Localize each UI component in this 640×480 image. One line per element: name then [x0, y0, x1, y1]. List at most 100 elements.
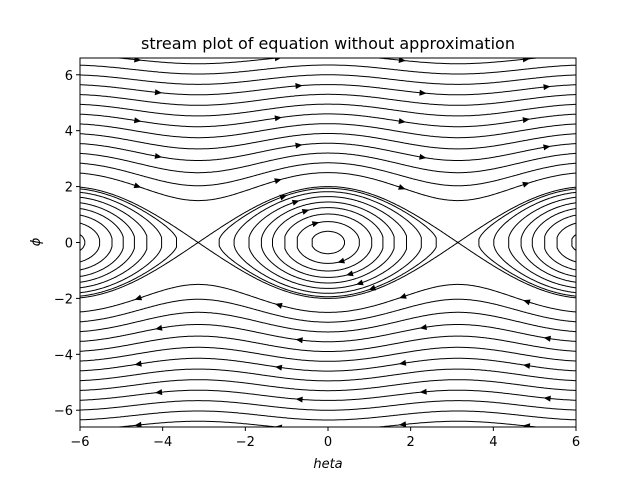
y-tick-label: 4 — [65, 125, 73, 140]
x-tick-label: 0 — [324, 435, 332, 450]
x-tick-label: −4 — [153, 435, 172, 450]
stream-arrow — [543, 395, 551, 402]
stream-arrow — [274, 178, 282, 184]
streamline — [80, 283, 576, 313]
streamline — [80, 233, 86, 252]
streamline — [80, 188, 177, 297]
stream-arrow — [398, 421, 407, 427]
stream-arrow — [522, 363, 531, 369]
streamline — [80, 222, 101, 263]
streamline — [80, 389, 576, 401]
streamline — [571, 233, 576, 252]
streamline — [80, 410, 576, 421]
streamline — [478, 188, 576, 297]
streamline — [80, 202, 135, 283]
stream-arrow — [274, 424, 283, 427]
stream-arrow — [346, 270, 354, 277]
stream-arrow — [134, 294, 143, 301]
stream-arrow — [155, 324, 163, 331]
stream-arrow — [274, 58, 282, 62]
streamline — [80, 191, 163, 294]
y-tick-label: 6 — [65, 69, 73, 84]
streamline — [296, 221, 360, 264]
stream-arrow — [522, 423, 531, 427]
streamline — [80, 357, 576, 372]
y-tick-label: 2 — [65, 181, 73, 196]
stream-arrow — [522, 117, 530, 124]
streamline — [113, 58, 542, 65]
stream-arrow — [154, 89, 162, 96]
streamline — [556, 222, 576, 263]
x-axis-ticks: −6 −4 −2 0 2 4 6 — [70, 427, 580, 450]
streamline — [80, 84, 576, 96]
stream-arrow — [155, 389, 163, 396]
stream-arrow — [356, 279, 364, 286]
y-axis-label: ϕ — [29, 237, 44, 246]
stream-arrow — [419, 153, 427, 160]
y-axis-ticks: −6 −4 −2 0 2 4 6 — [54, 69, 80, 419]
stream-arrow — [291, 199, 300, 206]
streamline — [80, 64, 576, 75]
stream-arrow — [337, 257, 345, 264]
stream-arrow — [543, 144, 551, 151]
streamline — [233, 191, 422, 294]
streamline — [80, 74, 576, 85]
stream-arrow — [134, 58, 142, 63]
stream-arrow — [295, 337, 303, 344]
streamline — [544, 214, 576, 271]
streamline — [80, 368, 576, 382]
stream-arrow — [134, 421, 142, 427]
streamline — [218, 187, 437, 298]
streamline — [80, 346, 576, 362]
x-tick-label: 6 — [572, 435, 580, 450]
stream-arrow — [134, 360, 142, 367]
stream-arrow — [398, 58, 406, 63]
streamline — [260, 201, 395, 284]
streamline — [80, 311, 576, 333]
stream-arrow — [522, 181, 530, 188]
plot-frame — [79, 57, 577, 428]
stream-arrow — [368, 284, 377, 291]
streamline — [248, 196, 407, 289]
x-tick-label: 2 — [407, 435, 415, 450]
x-tick-label: −6 — [70, 435, 89, 450]
stream-arrow — [543, 335, 551, 342]
stream-arrow — [419, 324, 427, 330]
streamline — [80, 186, 576, 244]
streamline — [80, 208, 124, 277]
stream-arrow — [419, 89, 427, 96]
streamline — [113, 420, 542, 427]
streamline — [272, 207, 384, 278]
y-tick-label: −6 — [54, 404, 73, 419]
streamline — [311, 230, 345, 255]
stream-arrow — [279, 194, 287, 201]
streamline — [520, 202, 576, 283]
y-tick-label: −4 — [54, 348, 73, 363]
stream-arrow — [275, 302, 283, 309]
y-tick-label: −2 — [54, 292, 73, 307]
streamline — [80, 152, 576, 174]
streamline — [80, 379, 576, 392]
stream-arrow — [311, 221, 320, 228]
y-tick-label: 0 — [65, 237, 73, 252]
streamline — [284, 213, 373, 272]
streamline — [508, 196, 576, 289]
stream-arrow — [133, 117, 142, 124]
chart-title: stream plot of equation without approxim… — [141, 34, 515, 53]
streamline — [80, 196, 148, 289]
streamline — [80, 133, 576, 150]
stream-arrow — [295, 142, 303, 149]
streamline — [80, 241, 576, 299]
stream-arrow — [543, 84, 551, 91]
streamline — [80, 103, 576, 117]
streamline — [80, 400, 576, 411]
x-tick-label: 4 — [489, 435, 497, 450]
streamline — [80, 324, 576, 343]
streamline — [80, 93, 576, 106]
stream-arrow — [301, 209, 310, 215]
stream-arrow — [133, 182, 142, 189]
streamline — [80, 214, 113, 271]
stream-arrows — [133, 58, 551, 427]
stream-arrow — [154, 153, 162, 159]
